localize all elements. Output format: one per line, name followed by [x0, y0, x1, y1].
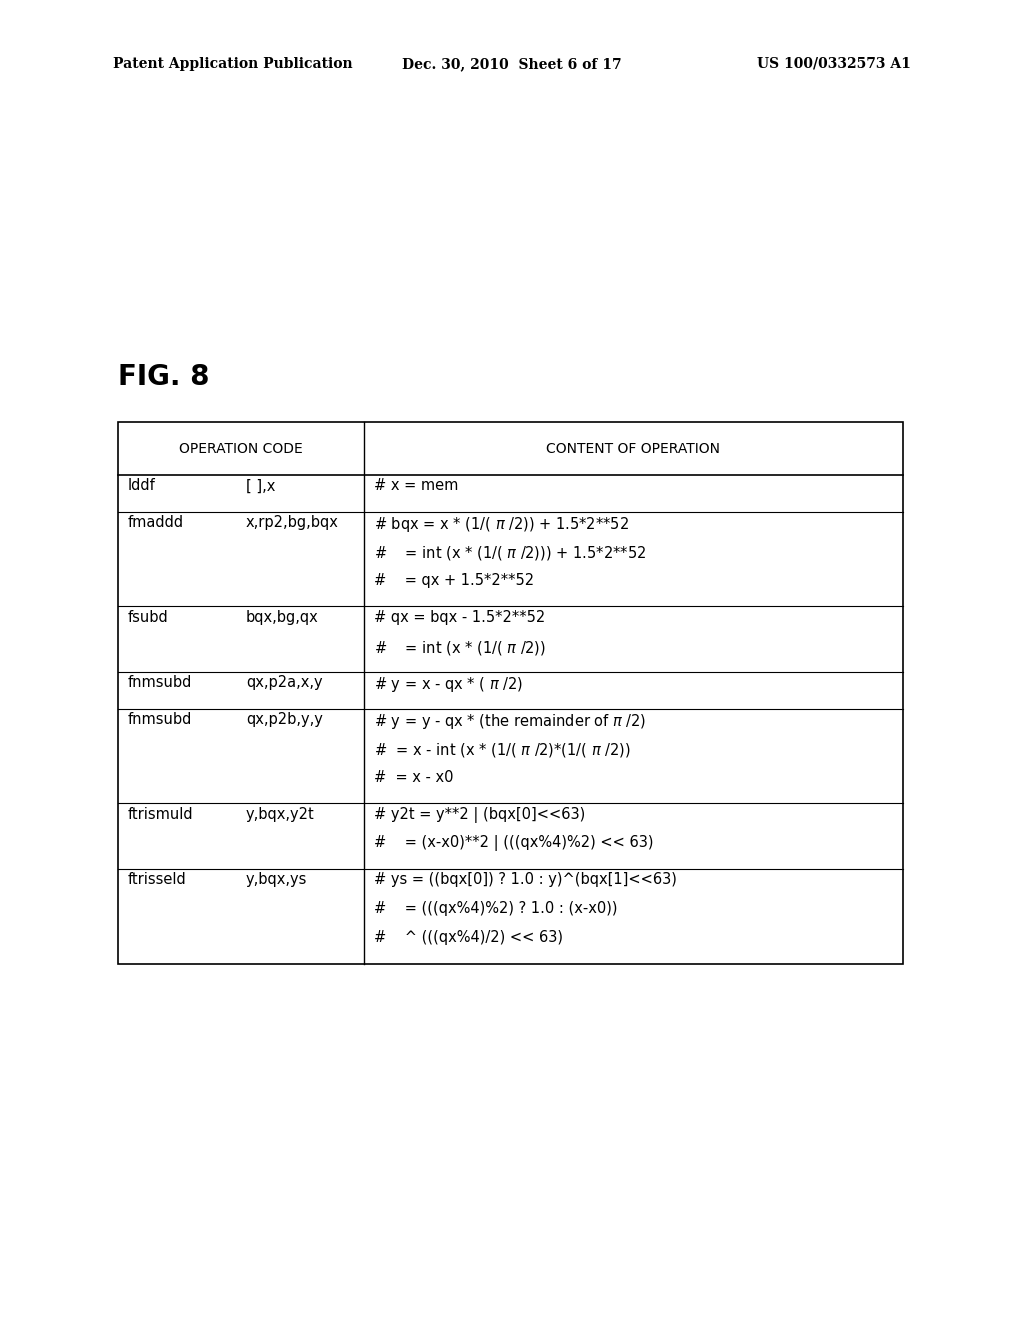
- Text: [ ],x: [ ],x: [246, 478, 275, 494]
- Text: FIG. 8: FIG. 8: [118, 363, 209, 391]
- Text: # bqx = x * (1/( $\pi$ /2)) + 1.5*2**52: # bqx = x * (1/( $\pi$ /2)) + 1.5*2**52: [374, 515, 629, 535]
- Text: # qx = bqx - 1.5*2**52: # qx = bqx - 1.5*2**52: [374, 610, 545, 624]
- Text: # y = y - qx * (the remainder of $\pi$ /2): # y = y - qx * (the remainder of $\pi$ /…: [374, 711, 646, 731]
- Text: Patent Application Publication: Patent Application Publication: [113, 57, 352, 71]
- Text: ftrismuld: ftrismuld: [128, 807, 194, 821]
- Text: #    = int (x * (1/( $\pi$ /2))) + 1.5*2**52: # = int (x * (1/( $\pi$ /2))) + 1.5*2**5…: [374, 544, 646, 562]
- Text: # y = x - qx * ( $\pi$ /2): # y = x - qx * ( $\pi$ /2): [374, 676, 522, 694]
- Text: #    = int (x * (1/( $\pi$ /2)): # = int (x * (1/( $\pi$ /2)): [374, 639, 546, 656]
- Text: #    ^ (((qx%4)/2) << 63): # ^ (((qx%4)/2) << 63): [374, 931, 563, 945]
- Text: #  = x - int (x * (1/( $\pi$ /2)*(1/( $\pi$ /2)): # = x - int (x * (1/( $\pi$ /2)*(1/( $\p…: [374, 741, 630, 759]
- Text: #    = (((qx%4)%2) ? 1.0 : (x-x0)): # = (((qx%4)%2) ? 1.0 : (x-x0)): [374, 902, 617, 916]
- Text: y,bqx,y2t: y,bqx,y2t: [246, 807, 314, 821]
- Text: lddf: lddf: [128, 478, 156, 494]
- Text: #    = qx + 1.5*2**52: # = qx + 1.5*2**52: [374, 573, 534, 587]
- Text: qx,p2a,x,y: qx,p2a,x,y: [246, 676, 323, 690]
- Text: fmaddd: fmaddd: [128, 515, 184, 531]
- Text: OPERATION CODE: OPERATION CODE: [179, 442, 302, 455]
- Text: #  = x - x0: # = x - x0: [374, 770, 454, 785]
- Text: y,bqx,ys: y,bqx,ys: [246, 873, 307, 887]
- Text: bqx,bg,qx: bqx,bg,qx: [246, 610, 318, 624]
- Text: fsubd: fsubd: [128, 610, 169, 624]
- Text: ftrisseld: ftrisseld: [128, 873, 186, 887]
- Text: qx,p2b,y,y: qx,p2b,y,y: [246, 711, 323, 727]
- Text: fnmsubd: fnmsubd: [128, 676, 193, 690]
- Text: #    = (x-x0)**2 | (((qx%4)%2) << 63): # = (x-x0)**2 | (((qx%4)%2) << 63): [374, 836, 653, 851]
- Text: Dec. 30, 2010  Sheet 6 of 17: Dec. 30, 2010 Sheet 6 of 17: [402, 57, 622, 71]
- Text: fnmsubd: fnmsubd: [128, 711, 193, 727]
- Text: # x = mem: # x = mem: [374, 478, 458, 494]
- Text: CONTENT OF OPERATION: CONTENT OF OPERATION: [547, 442, 720, 455]
- Text: # y2t = y**2 | (bqx[0]<<63): # y2t = y**2 | (bqx[0]<<63): [374, 807, 585, 822]
- Text: US 100/0332573 A1: US 100/0332573 A1: [758, 57, 911, 71]
- Text: # ys = ((bqx[0]) ? 1.0 : y)^(bqx[1]<<63): # ys = ((bqx[0]) ? 1.0 : y)^(bqx[1]<<63): [374, 873, 677, 887]
- Text: x,rp2,bg,bqx: x,rp2,bg,bqx: [246, 515, 339, 531]
